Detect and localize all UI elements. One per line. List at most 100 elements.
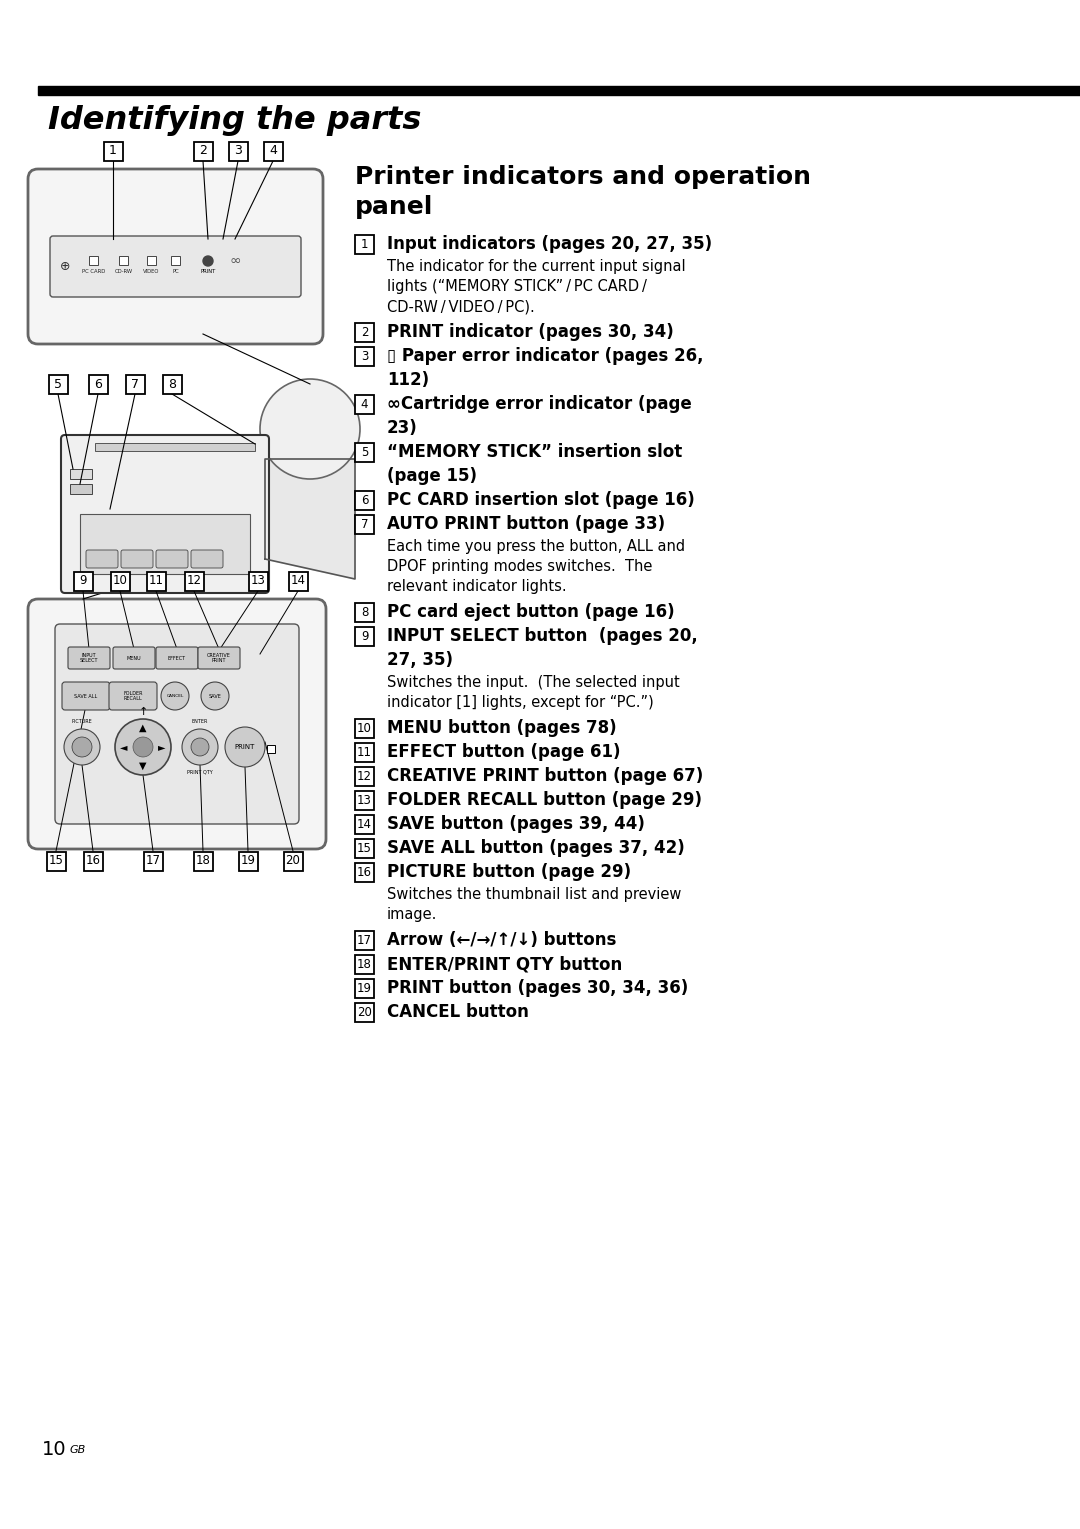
Text: GB: GB xyxy=(70,1445,86,1456)
Text: The indicator for the current input signal: The indicator for the current input sign… xyxy=(387,258,686,274)
Text: 16: 16 xyxy=(357,865,372,879)
Text: PICTURE: PICTURE xyxy=(71,719,93,725)
Text: indicator [1] lights, except for “PC.”): indicator [1] lights, except for “PC.”) xyxy=(387,696,653,709)
FancyBboxPatch shape xyxy=(86,550,118,567)
Bar xyxy=(89,375,108,393)
FancyBboxPatch shape xyxy=(113,647,156,670)
FancyBboxPatch shape xyxy=(62,682,110,709)
Bar xyxy=(46,852,66,870)
Bar xyxy=(355,743,374,761)
Text: 12: 12 xyxy=(357,771,372,783)
Text: Identifying the parts: Identifying the parts xyxy=(48,106,421,136)
Text: 6: 6 xyxy=(94,378,102,390)
Bar xyxy=(355,815,374,833)
Circle shape xyxy=(260,379,360,479)
Text: 3: 3 xyxy=(361,350,368,362)
Bar xyxy=(355,443,374,462)
Bar xyxy=(193,852,213,870)
Bar xyxy=(104,142,122,161)
FancyBboxPatch shape xyxy=(121,550,153,567)
Text: ⊕: ⊕ xyxy=(59,260,70,274)
Text: Arrow (←/→/↑/↓) buttons: Arrow (←/→/↑/↓) buttons xyxy=(387,931,617,950)
Text: 7: 7 xyxy=(361,518,368,531)
Text: 4: 4 xyxy=(361,398,368,411)
Bar xyxy=(355,790,374,810)
Text: CD-RW / VIDEO / PC).: CD-RW / VIDEO / PC). xyxy=(387,300,535,313)
Text: PRINT QTY: PRINT QTY xyxy=(187,771,213,775)
Text: 18: 18 xyxy=(357,959,372,971)
Bar xyxy=(355,979,374,998)
Bar xyxy=(283,852,302,870)
Text: 8: 8 xyxy=(168,378,176,390)
Bar xyxy=(125,375,145,393)
Text: PC CARD: PC CARD xyxy=(82,269,105,274)
Bar xyxy=(70,469,92,479)
Text: 8: 8 xyxy=(361,605,368,619)
Bar xyxy=(355,323,374,342)
Text: AUTO PRINT button (page 33): AUTO PRINT button (page 33) xyxy=(387,515,665,534)
Bar xyxy=(89,255,98,265)
Text: PC: PC xyxy=(172,269,179,274)
Circle shape xyxy=(201,682,229,709)
Bar xyxy=(229,142,247,161)
Text: 27, 35): 27, 35) xyxy=(387,651,453,670)
Text: 9: 9 xyxy=(361,630,368,644)
Text: SAVE: SAVE xyxy=(208,694,221,699)
Text: 9: 9 xyxy=(79,575,86,587)
Bar xyxy=(355,627,374,645)
Circle shape xyxy=(72,737,92,757)
Bar xyxy=(355,1003,374,1021)
Bar xyxy=(171,255,180,265)
Bar xyxy=(185,572,203,590)
Text: Switches the thumbnail list and preview: Switches the thumbnail list and preview xyxy=(387,887,681,902)
Text: ∞: ∞ xyxy=(229,254,241,268)
Bar xyxy=(38,86,1080,95)
Text: PRINT indicator (pages 30, 34): PRINT indicator (pages 30, 34) xyxy=(387,323,674,341)
Text: Switches the input.  (The selected input: Switches the input. (The selected input xyxy=(387,674,679,690)
Text: 19: 19 xyxy=(357,982,372,995)
Text: INPUT
SELECT: INPUT SELECT xyxy=(80,653,98,664)
Bar xyxy=(355,768,374,786)
Text: 14: 14 xyxy=(357,818,372,830)
Text: image.: image. xyxy=(387,907,437,922)
FancyBboxPatch shape xyxy=(28,599,326,849)
Text: 13: 13 xyxy=(251,575,266,587)
Text: 11: 11 xyxy=(149,575,163,587)
Text: CREATIVE
PRINT: CREATIVE PRINT xyxy=(207,653,231,664)
Circle shape xyxy=(203,255,213,266)
Text: FOLDER
RECALL: FOLDER RECALL xyxy=(123,691,143,702)
Text: 1: 1 xyxy=(109,145,117,157)
Text: MENU: MENU xyxy=(126,656,141,661)
FancyBboxPatch shape xyxy=(156,550,188,567)
Text: 15: 15 xyxy=(49,855,64,867)
Text: DPOF printing modes switches.  The: DPOF printing modes switches. The xyxy=(387,560,652,573)
Text: 2: 2 xyxy=(361,326,368,339)
Text: SAVE button (pages 39, 44): SAVE button (pages 39, 44) xyxy=(387,815,645,833)
Text: 20: 20 xyxy=(357,1006,372,1018)
Bar xyxy=(264,142,283,161)
Circle shape xyxy=(191,739,210,755)
FancyBboxPatch shape xyxy=(198,647,240,670)
Text: Each time you press the button, ALL and: Each time you press the button, ALL and xyxy=(387,540,685,553)
Text: Printer indicators and operation: Printer indicators and operation xyxy=(355,165,811,190)
Text: 5: 5 xyxy=(54,378,62,390)
Text: ►: ► xyxy=(159,742,165,752)
Text: 23): 23) xyxy=(387,419,418,437)
Text: 10: 10 xyxy=(112,575,127,587)
Circle shape xyxy=(114,719,171,775)
Text: lights (“MEMORY STICK” / PC CARD /: lights (“MEMORY STICK” / PC CARD / xyxy=(387,278,647,294)
Text: ∞Cartridge error indicator (page: ∞Cartridge error indicator (page xyxy=(387,394,692,413)
Bar xyxy=(267,745,275,752)
Bar xyxy=(288,572,308,590)
Circle shape xyxy=(161,682,189,709)
Text: 15: 15 xyxy=(357,842,372,855)
Polygon shape xyxy=(265,459,355,579)
Bar xyxy=(49,375,67,393)
Text: PRINT: PRINT xyxy=(234,745,255,751)
FancyBboxPatch shape xyxy=(50,235,301,297)
Text: MENU button (pages 78): MENU button (pages 78) xyxy=(387,719,617,737)
FancyBboxPatch shape xyxy=(68,647,110,670)
Text: SAVE ALL: SAVE ALL xyxy=(75,694,97,699)
Bar xyxy=(355,235,374,254)
Text: CANCEL button: CANCEL button xyxy=(387,1003,529,1021)
